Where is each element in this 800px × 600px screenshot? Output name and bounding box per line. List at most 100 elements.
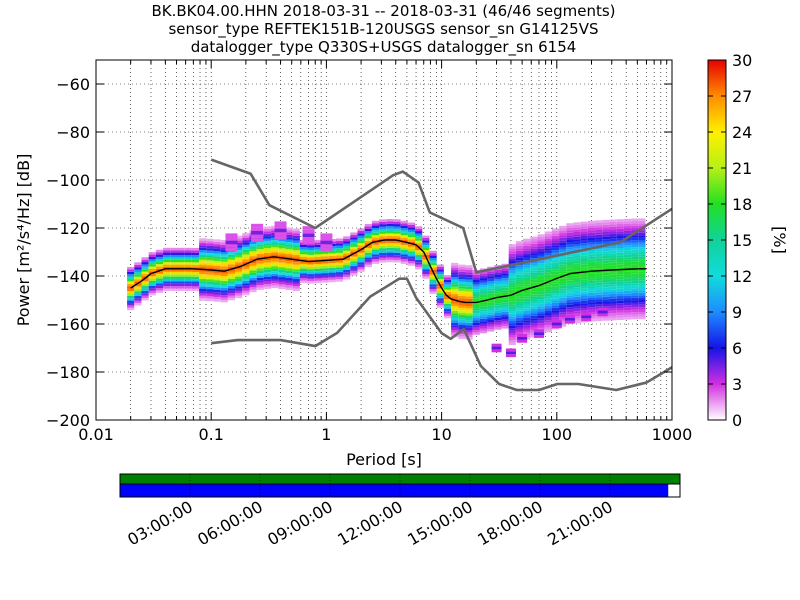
density-cell [227, 264, 236, 267]
density-cell [616, 305, 624, 308]
density-cell [465, 322, 473, 326]
density-cell [177, 252, 185, 255]
density-cell [429, 255, 437, 258]
density-cell [515, 260, 524, 263]
density-cell [573, 253, 581, 256]
density-cell [587, 249, 596, 252]
density-cell [148, 283, 156, 286]
density-cell [537, 282, 545, 285]
density-cell [443, 296, 452, 300]
density-cell [299, 256, 308, 260]
density-cell [472, 322, 480, 326]
density-cell [487, 300, 495, 303]
density-cell [580, 284, 588, 287]
density-cell [515, 277, 524, 280]
density-cell [285, 234, 293, 238]
density-cell [494, 272, 502, 275]
density-cell [292, 247, 300, 251]
density-cell [184, 264, 192, 267]
density-cell [177, 286, 185, 289]
density-cell [249, 289, 257, 293]
density-cell [184, 255, 192, 258]
density-cell [530, 294, 538, 297]
density-cell [225, 240, 238, 245]
density-cell [213, 260, 221, 264]
density-cell [249, 244, 257, 247]
density-cell [386, 259, 394, 263]
density-cell [523, 291, 531, 294]
density-cell [206, 238, 214, 242]
density-cell [559, 254, 567, 258]
density-cell [523, 303, 531, 306]
density-cell [559, 247, 567, 250]
density-cell [235, 245, 243, 248]
density-cell [271, 254, 279, 257]
density-cell [508, 280, 516, 283]
density-cell [274, 228, 287, 233]
density-cell [422, 259, 430, 262]
density-cell [235, 242, 243, 246]
density-cell [206, 281, 214, 285]
density-cell [458, 281, 466, 284]
density-cell [314, 239, 322, 243]
density-cell [155, 280, 164, 284]
density-cell [343, 274, 351, 278]
density-cell [220, 290, 228, 293]
density-cell [494, 291, 502, 294]
density-cell [451, 315, 459, 319]
density-cell [350, 239, 358, 243]
density-cell [487, 285, 495, 289]
density-cell [508, 275, 516, 278]
density-cell [227, 290, 236, 294]
density-cell [530, 267, 538, 271]
density-cell [350, 258, 358, 262]
density-cell [199, 271, 207, 275]
density-cell [544, 245, 552, 249]
plot-title-line-3: datalogger_type Q330S+USGS datalogger_sn… [190, 38, 577, 56]
density-cell [443, 287, 452, 290]
density-cell [227, 257, 236, 260]
density-cell [609, 236, 617, 239]
density-cell [559, 317, 567, 320]
density-cell [465, 274, 473, 278]
density-cell [508, 316, 516, 319]
density-cell [206, 245, 214, 249]
density-cell [508, 273, 516, 276]
density-cell [537, 301, 545, 304]
density-cell [191, 286, 200, 289]
density-cell [508, 299, 516, 302]
density-cell [595, 232, 603, 235]
density-cell [587, 300, 596, 303]
density-cell [523, 265, 531, 268]
density-cell [472, 298, 480, 302]
density-cell [566, 225, 574, 229]
density-cell [436, 281, 444, 284]
density-cell [235, 250, 243, 253]
density-cell [508, 244, 516, 247]
density-cell [436, 266, 444, 270]
density-cell [638, 304, 646, 308]
density-cell [155, 249, 164, 253]
density-cell [609, 315, 617, 318]
density-cell [206, 253, 214, 256]
density-cell [443, 289, 452, 292]
density-cell [623, 281, 632, 284]
density-cell [415, 267, 423, 270]
density-cell [638, 252, 646, 255]
density-cell [537, 265, 545, 268]
density-cell [537, 291, 545, 295]
density-cell [292, 264, 300, 268]
density-cell [573, 265, 581, 268]
density-cell [573, 227, 581, 230]
density-cell [479, 306, 488, 310]
density-cell [263, 233, 272, 237]
density-cell [220, 297, 228, 300]
density-cell [242, 276, 250, 279]
density-cell [573, 304, 581, 307]
density-cell [199, 247, 207, 251]
density-cell [163, 252, 171, 255]
density-cell [616, 267, 624, 270]
density-cell [638, 297, 646, 300]
density-cell [587, 285, 596, 288]
density-cell [573, 299, 581, 302]
